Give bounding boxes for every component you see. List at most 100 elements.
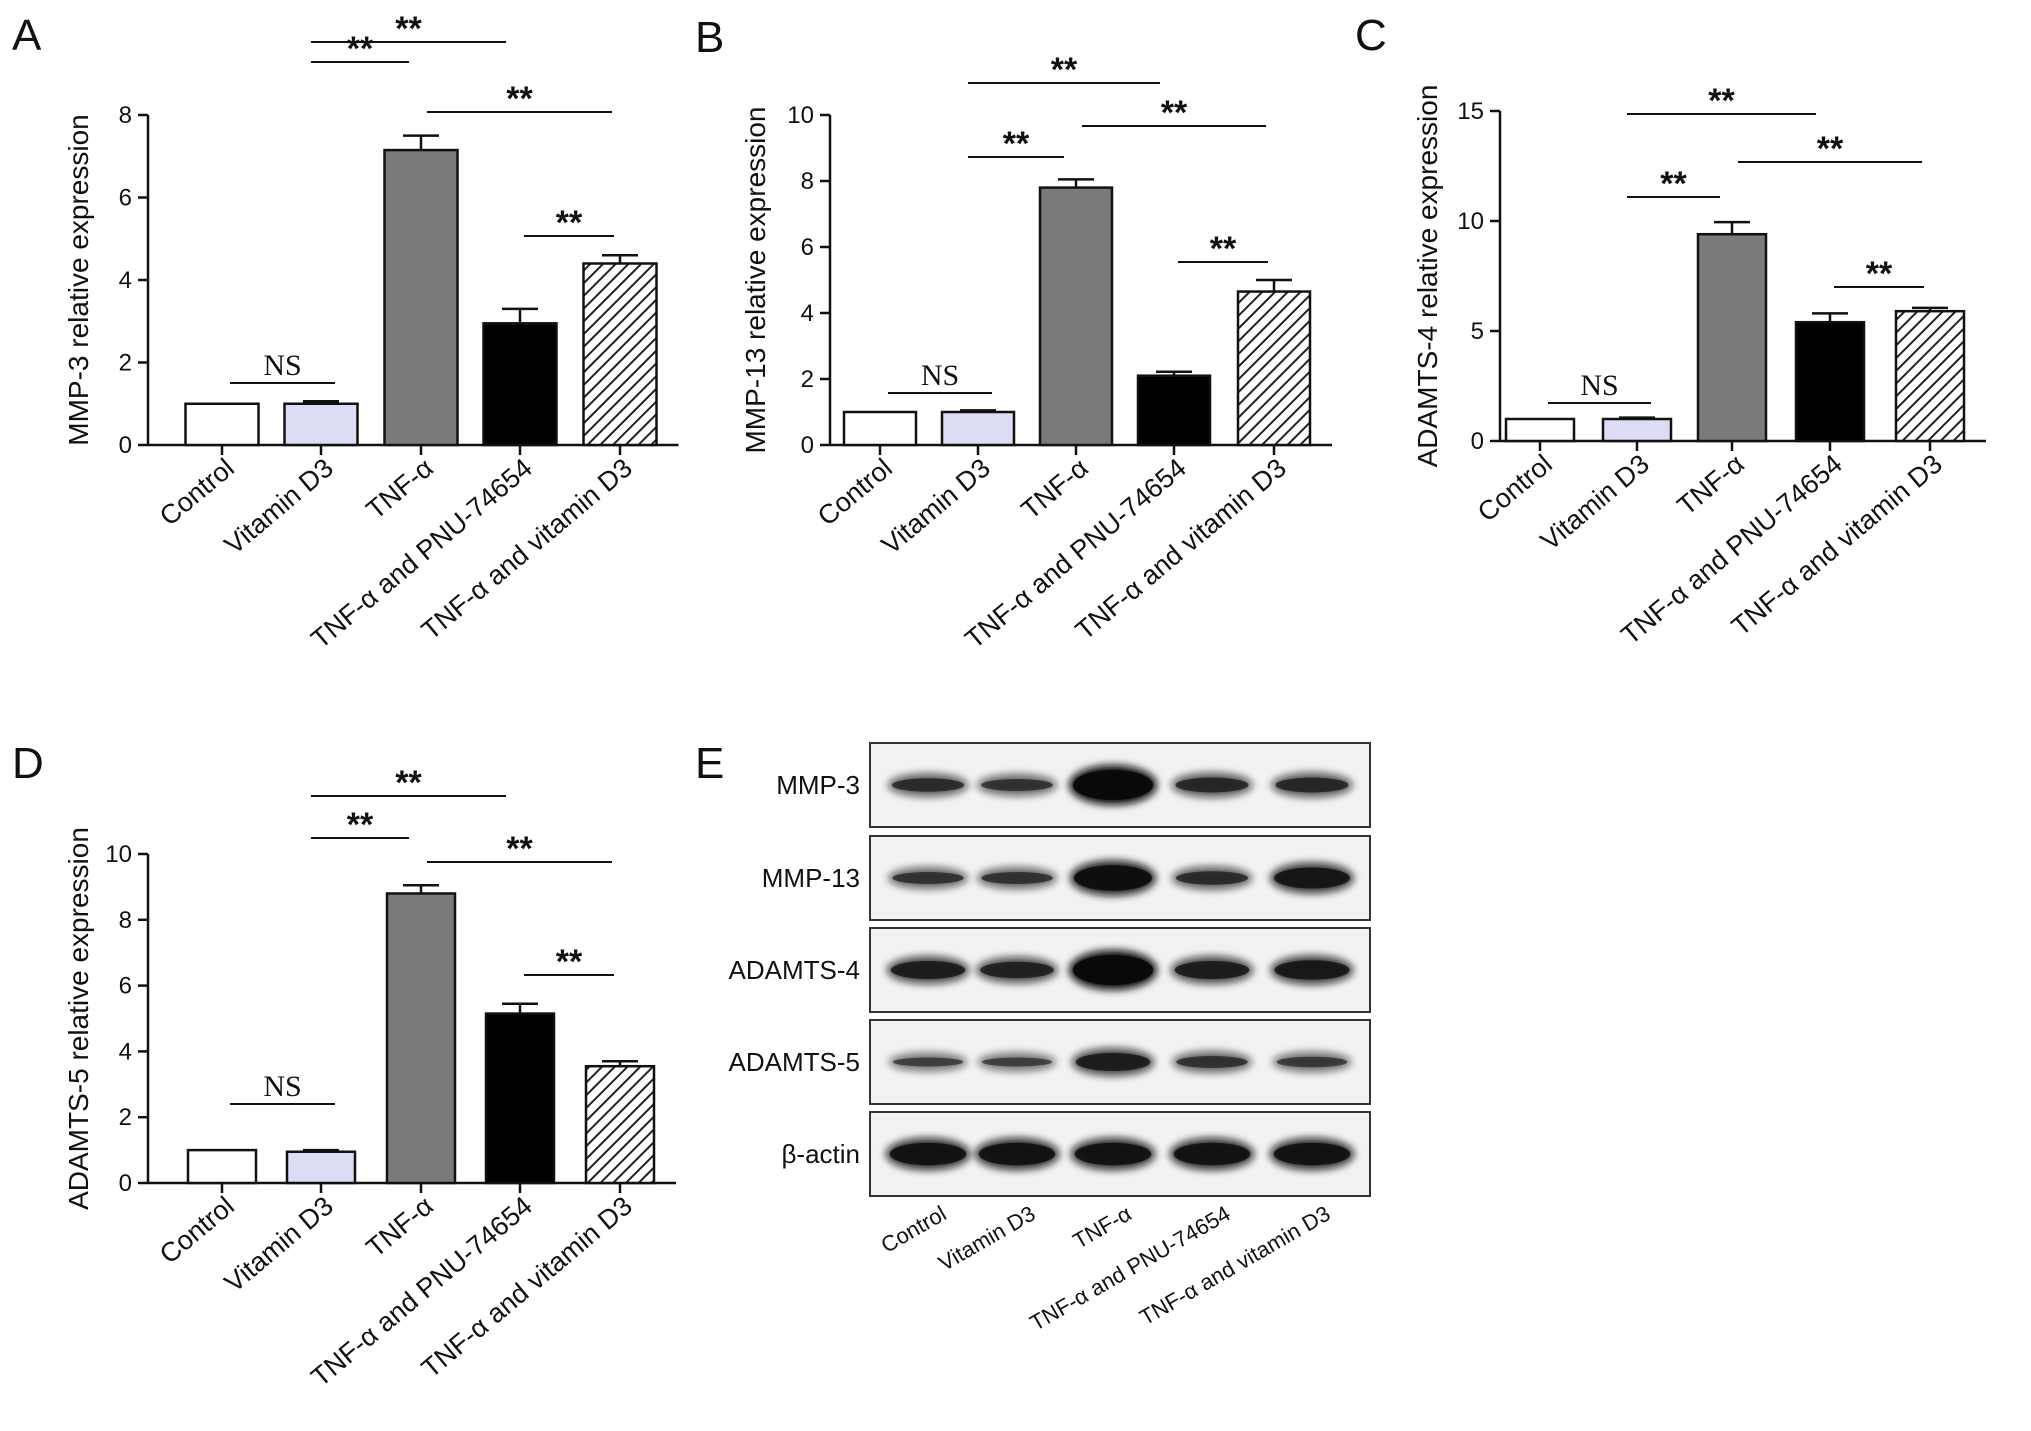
blot-band-core: [1075, 1053, 1151, 1071]
blot-lane-label: Control: [877, 1201, 951, 1258]
x-tick-label: Control: [154, 1191, 240, 1270]
significance-label: **: [506, 830, 533, 868]
panel-label-b: B: [695, 13, 724, 62]
blot-band-core: [980, 961, 1054, 979]
x-tick-label: Control: [812, 453, 898, 532]
panel-label-d: D: [12, 739, 44, 788]
y-tick-label: 0: [119, 1170, 132, 1197]
blot-band-core: [1275, 777, 1349, 793]
bar: [283, 402, 359, 447]
y-tick-label: 0: [1471, 428, 1484, 455]
significance-label: **: [1003, 125, 1030, 163]
bar: [285, 1150, 357, 1185]
blot-row-label: MMP-13: [762, 863, 860, 893]
x-tick-label: Control: [154, 453, 240, 532]
western-blot-panel: MMP-3 MMP-13 ADAMTS-4 ADAMTS-5 β-actin Contro…: [729, 742, 1371, 1336]
blot-band-core: [981, 872, 1053, 884]
blot-row-label: MMP-3: [776, 770, 860, 800]
y-tick-label: 8: [801, 168, 814, 195]
blot-band-core: [892, 1057, 964, 1067]
blot-band-core: [1175, 871, 1249, 885]
y-axis-label: MMP-13 relative expression: [740, 106, 771, 453]
bar: [1601, 417, 1673, 443]
blot-band-core: [1074, 1142, 1152, 1166]
blot-band-core: [1173, 1142, 1251, 1166]
y-tick-label: 8: [119, 907, 132, 934]
x-tick-label: Vitamin D3: [1535, 449, 1655, 557]
bar: [186, 1148, 258, 1185]
blot-band-core: [1273, 1142, 1351, 1166]
x-tick-label: TNF-α: [1672, 449, 1750, 522]
y-tick-label: 2: [119, 1104, 132, 1131]
blot-band-core: [978, 1142, 1056, 1166]
bar: [582, 262, 658, 447]
y-tick-label: 10: [787, 102, 814, 129]
blot-band-core: [891, 778, 965, 792]
x-tick-label: TNF-α: [361, 453, 439, 526]
bar: [1696, 232, 1768, 443]
y-tick-label: 0: [119, 432, 132, 459]
chart-panel-b: MMP-13 relative expression 0 2 4 6 8 10 Control…: [740, 51, 1332, 654]
y-tick-label: 2: [119, 350, 132, 377]
blot-band-core: [1073, 770, 1153, 800]
significance-label: NS: [263, 349, 301, 382]
significance-label: **: [395, 10, 422, 48]
chart-panel-a: MMP-3 relative expression 0 2 4 6 8 ControlVit…: [63, 10, 679, 654]
blot-lane-label: Vitamin D3: [934, 1201, 1039, 1276]
blot-band-core: [892, 872, 964, 884]
significance-label: **: [1660, 165, 1687, 203]
panel-label-a: A: [12, 11, 42, 60]
significance-label: NS: [1580, 369, 1618, 402]
significance-label: **: [1161, 94, 1188, 132]
blot-band-core: [890, 961, 966, 979]
significance-label: **: [347, 30, 374, 68]
y-axis-label: ADAMTS-5 relative expression: [63, 827, 94, 1210]
bar: [1038, 186, 1114, 447]
x-tick-label: TNF-α: [1016, 453, 1094, 526]
significance-label: **: [556, 943, 583, 981]
bar: [1894, 309, 1966, 443]
blot-band-core: [1073, 955, 1153, 985]
y-axis-label: ADAMTS-4 relative expression: [1412, 85, 1443, 468]
blot-band-core: [1274, 867, 1350, 889]
y-axis-label: MMP-3 relative expression: [63, 114, 94, 445]
blot-band-core: [1274, 960, 1350, 980]
significance-label: **: [1866, 255, 1893, 293]
x-tick-label: Vitamin D3: [876, 453, 996, 561]
blot-lane-label: TNF-α and vitamin D3: [1135, 1201, 1334, 1330]
significance-label: **: [1708, 82, 1735, 120]
blot-band-core: [1174, 961, 1250, 979]
significance-label: **: [506, 80, 533, 118]
bar: [383, 148, 459, 447]
bar: [1236, 290, 1312, 447]
blot-band-core: [889, 1142, 967, 1166]
y-tick-label: 8: [119, 102, 132, 129]
chart-panel-c: ADAMTS-4 relative expression 0 5 10 15 Contro…: [1412, 82, 1986, 650]
bar: [184, 402, 260, 447]
significance-label: **: [556, 204, 583, 242]
panel-label-e: E: [695, 739, 724, 788]
bar: [584, 1064, 656, 1185]
y-tick-label: 2: [801, 366, 814, 393]
y-tick-label: 10: [1457, 208, 1484, 235]
significance-label: **: [1817, 130, 1844, 168]
blot-row-label: β-actin: [781, 1139, 860, 1169]
significance-label: **: [1051, 51, 1078, 89]
y-tick-label: 10: [105, 841, 132, 868]
x-tick-label: Control: [1472, 449, 1558, 528]
blot-band-core: [1276, 1056, 1348, 1068]
bar: [842, 410, 918, 447]
blot-band-core: [1074, 865, 1152, 891]
y-tick-label: 15: [1457, 98, 1484, 125]
blot-band-core: [981, 779, 1053, 791]
y-tick-label: 4: [801, 300, 814, 327]
bar: [1504, 417, 1576, 443]
blot-band-core: [1175, 777, 1249, 793]
x-tick-label: Vitamin D3: [219, 453, 339, 561]
significance-label: **: [395, 764, 422, 802]
y-tick-label: 6: [119, 185, 132, 212]
bar: [385, 892, 457, 1185]
bar: [1794, 320, 1866, 443]
y-tick-label: 4: [119, 1038, 132, 1065]
